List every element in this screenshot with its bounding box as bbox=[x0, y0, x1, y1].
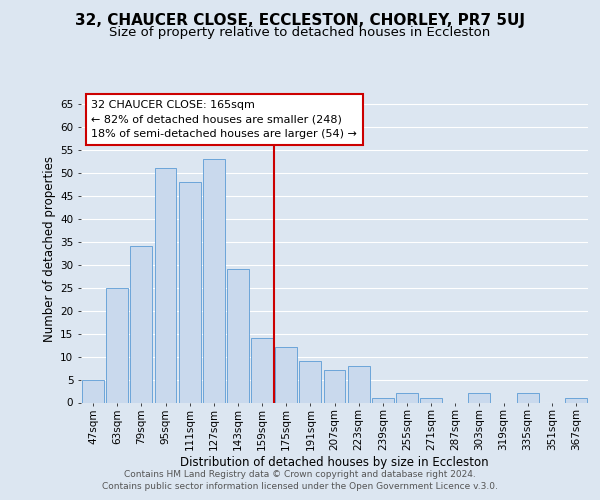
Text: 32, CHAUCER CLOSE, ECCLESTON, CHORLEY, PR7 5UJ: 32, CHAUCER CLOSE, ECCLESTON, CHORLEY, P… bbox=[75, 12, 525, 28]
Text: Contains HM Land Registry data © Crown copyright and database right 2024.: Contains HM Land Registry data © Crown c… bbox=[124, 470, 476, 479]
Bar bbox=[179, 182, 200, 402]
Bar bbox=[396, 394, 418, 402]
Bar bbox=[82, 380, 104, 402]
Y-axis label: Number of detached properties: Number of detached properties bbox=[43, 156, 56, 342]
Bar bbox=[251, 338, 273, 402]
Bar bbox=[299, 361, 321, 403]
Text: Size of property relative to detached houses in Eccleston: Size of property relative to detached ho… bbox=[109, 26, 491, 39]
Bar bbox=[227, 270, 249, 402]
Bar bbox=[275, 348, 297, 403]
Bar bbox=[323, 370, 346, 402]
Bar bbox=[203, 160, 224, 402]
Bar bbox=[420, 398, 442, 402]
Text: 32 CHAUCER CLOSE: 165sqm
← 82% of detached houses are smaller (248)
18% of semi-: 32 CHAUCER CLOSE: 165sqm ← 82% of detach… bbox=[91, 100, 357, 139]
Bar bbox=[565, 398, 587, 402]
X-axis label: Distribution of detached houses by size in Eccleston: Distribution of detached houses by size … bbox=[180, 456, 489, 468]
Bar bbox=[348, 366, 370, 403]
Text: Contains public sector information licensed under the Open Government Licence v.: Contains public sector information licen… bbox=[102, 482, 498, 491]
Bar bbox=[469, 394, 490, 402]
Bar bbox=[130, 246, 152, 402]
Bar bbox=[155, 168, 176, 402]
Bar bbox=[372, 398, 394, 402]
Bar bbox=[517, 394, 539, 402]
Bar bbox=[106, 288, 128, 403]
